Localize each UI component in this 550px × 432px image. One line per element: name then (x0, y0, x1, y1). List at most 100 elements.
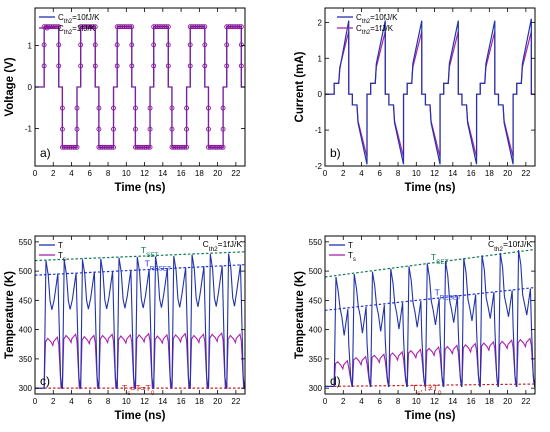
y-tick-label: 500 (19, 267, 33, 276)
x-tick-label: 18 (195, 169, 204, 178)
x-tick-label: 14 (448, 397, 457, 406)
x-tick-label: 6 (88, 169, 93, 178)
series-marker (145, 144, 151, 150)
series-marker (182, 144, 188, 150)
y-axis-label: Current (mA) (294, 51, 306, 122)
series-marker (206, 126, 211, 132)
legend: TTs (329, 241, 356, 263)
x-tick-label: 8 (106, 169, 111, 178)
series-line (325, 18, 535, 165)
series-marker (92, 42, 98, 48)
x-tick-label: 12 (430, 397, 439, 406)
y-tick-label: 0 (318, 90, 323, 99)
x-tick-label: 22 (521, 169, 530, 178)
y-tick-label: 400 (309, 326, 323, 335)
series-marker (224, 42, 230, 48)
legend-label: Cth2=1fJ/K (58, 24, 96, 36)
series-marker (164, 24, 169, 30)
legend-label: Cth2=10fJ/K (356, 13, 398, 25)
x-axis-label: Time (ns) (115, 410, 166, 422)
trend-line (35, 251, 245, 262)
legend-marker (44, 25, 50, 31)
x-tick-label: 20 (503, 169, 512, 178)
plot-frame (34, 235, 246, 395)
series-marker (56, 42, 62, 48)
x-tick-label: 2 (51, 397, 56, 406)
series-marker (74, 105, 80, 111)
panel-4: 0 2 4 6 8 10 12 14 16 18 20 22 300 350 400 450 500 550 Tim… (294, 235, 536, 422)
panel-label: b) (330, 146, 341, 160)
series-marker (96, 126, 102, 132)
y-tick-label: 0 (28, 83, 33, 92)
series-marker (114, 42, 120, 48)
series-marker (59, 126, 65, 132)
series-marker (169, 126, 175, 132)
series-marker (92, 63, 98, 69)
series-marker (165, 24, 171, 30)
series-marker (202, 42, 208, 48)
t-reset-label: TRESET (145, 259, 172, 273)
x-tick-label: 6 (378, 397, 383, 406)
series-marker (165, 42, 171, 48)
x-tick-label: 2 (51, 169, 56, 178)
x-tick-label: 16 (467, 169, 476, 178)
series-marker (151, 42, 157, 48)
series-marker (237, 24, 242, 30)
t-set-label: TSET (431, 252, 449, 266)
series-marker (72, 144, 78, 150)
x-tick-label: 18 (485, 397, 494, 406)
x-tick-label: 0 (33, 169, 38, 178)
x-tick-label: 20 (213, 169, 222, 178)
plot-frame (324, 235, 536, 395)
series-marker (224, 63, 230, 69)
series-marker (127, 24, 133, 30)
x-tick-label: 14 (158, 169, 167, 178)
series-marker (187, 42, 193, 48)
legend-label: Cth2=10fJ/K (58, 13, 100, 25)
series-marker (220, 105, 226, 111)
x-tick-label: 14 (448, 169, 457, 178)
series-marker (54, 24, 60, 30)
capacitance-annotation: Cth2=1fJ/K (203, 239, 243, 253)
series-marker (78, 63, 84, 69)
legend-label: T (58, 241, 63, 250)
series-marker (206, 105, 211, 111)
x-tick-label: 6 (378, 169, 383, 178)
x-tick-label: 22 (231, 169, 240, 178)
x-tick-label: 10 (122, 397, 131, 406)
y-tick-label: 300 (309, 384, 323, 393)
series-marker (187, 63, 193, 69)
x-tick-label: 8 (396, 397, 401, 406)
series-marker (238, 24, 244, 30)
series-marker (147, 126, 153, 132)
series-marker (109, 144, 115, 150)
series-marker (114, 63, 120, 69)
panel-label: c) (40, 374, 50, 388)
x-tick-label: 12 (140, 397, 149, 406)
series-line-ts (325, 337, 535, 387)
series-marker (74, 126, 80, 132)
series-marker (132, 105, 138, 111)
y-tick-label: 450 (19, 296, 33, 305)
x-tick-label: 16 (177, 397, 186, 406)
series-marker (238, 63, 244, 69)
series-marker (129, 63, 135, 69)
series-line (35, 26, 245, 148)
plot-frame (34, 7, 246, 167)
x-tick-label: 10 (412, 397, 421, 406)
y-tick-label: 450 (309, 296, 323, 305)
series-marker (151, 63, 157, 69)
series-marker (92, 24, 98, 30)
y-axis-label: Voltage (V) (4, 57, 16, 116)
capacitance-annotation: Cth2=10fJ/K (488, 239, 532, 253)
series-marker (147, 144, 153, 150)
baseline-label: Ts,T≠T0 (412, 383, 442, 397)
x-tick-label: 16 (467, 397, 476, 406)
series-marker (74, 144, 80, 150)
x-tick-label: 10 (122, 169, 131, 178)
series-marker (218, 144, 224, 150)
x-axis-label: Time (ns) (405, 410, 456, 422)
panel-3: 0 2 4 6 8 10 12 14 16 18 20 22 300 350 400 450 500 550 Tim… (4, 235, 246, 422)
